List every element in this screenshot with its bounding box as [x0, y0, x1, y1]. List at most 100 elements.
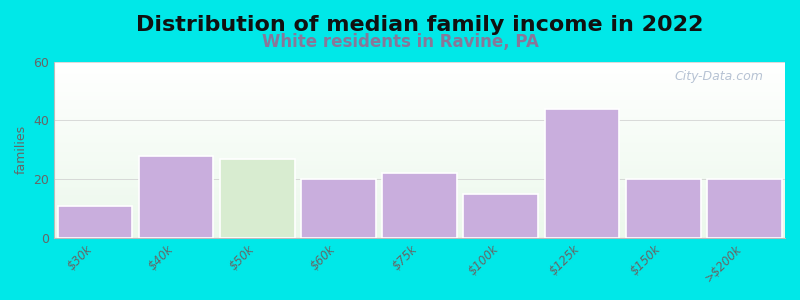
Bar [54, 222, 785, 223]
Bar [54, 203, 785, 204]
Bar [54, 120, 785, 121]
Bar [54, 230, 785, 231]
Bar [54, 201, 785, 202]
Bar [54, 133, 785, 134]
Bar [54, 126, 785, 127]
Bar [54, 65, 785, 66]
Bar [54, 63, 785, 64]
Bar [54, 143, 785, 144]
Bar [54, 82, 785, 83]
Bar [54, 179, 785, 180]
Bar [54, 130, 785, 131]
Bar [54, 220, 785, 221]
Bar [54, 163, 785, 164]
Bar [54, 128, 785, 129]
Bar [54, 208, 785, 209]
Bar [54, 108, 785, 109]
Bar [54, 149, 785, 150]
Bar [54, 119, 785, 120]
Bar [54, 98, 785, 99]
Bar [54, 92, 785, 93]
Bar [54, 122, 785, 123]
Bar [54, 145, 785, 146]
Bar [54, 219, 785, 220]
Bar [54, 109, 785, 110]
Bar [54, 99, 785, 100]
Bar [54, 139, 785, 140]
Bar [54, 204, 785, 205]
Bar [54, 110, 785, 111]
Bar [54, 164, 785, 165]
Bar [54, 224, 785, 225]
Bar [54, 206, 785, 207]
Bar [54, 210, 785, 211]
Bar [54, 105, 785, 106]
Bar [54, 107, 785, 108]
Bar [54, 191, 785, 192]
Bar [54, 231, 785, 232]
Y-axis label: families: families [15, 125, 28, 174]
Bar [54, 190, 785, 191]
Bar [54, 195, 785, 196]
Bar [54, 221, 785, 222]
Bar [54, 103, 785, 104]
Bar [54, 178, 785, 179]
Bar [54, 160, 785, 161]
Bar [54, 166, 785, 167]
Bar [54, 116, 785, 117]
Bar [54, 140, 785, 141]
Bar [54, 180, 785, 181]
Bar [54, 207, 785, 208]
Bar [54, 118, 785, 119]
Bar [54, 87, 785, 88]
Bar [54, 62, 785, 63]
Bar [54, 148, 785, 149]
Bar [54, 102, 785, 103]
Bar [54, 174, 785, 175]
Bar [54, 138, 785, 139]
Bar [54, 183, 785, 184]
Bar [54, 150, 785, 151]
Bar [54, 192, 785, 193]
Bar [54, 90, 785, 91]
Bar [54, 235, 785, 236]
Bar [54, 70, 785, 71]
Bar [54, 155, 785, 156]
Bar [54, 88, 785, 89]
Bar [54, 67, 785, 68]
Bar [54, 74, 785, 75]
Bar [54, 236, 785, 237]
Bar [54, 162, 785, 163]
Bar [54, 85, 785, 86]
Bar [54, 141, 785, 142]
Bar [54, 80, 785, 81]
Bar [54, 136, 785, 137]
Bar [54, 209, 785, 210]
Bar [54, 237, 785, 238]
Bar [54, 64, 785, 65]
Bar [54, 188, 785, 189]
Bar [54, 86, 785, 87]
Title: Distribution of median family income in 2022: Distribution of median family income in … [136, 15, 703, 35]
Bar [54, 227, 785, 228]
Bar [54, 215, 785, 216]
Bar [54, 189, 785, 190]
Bar [54, 228, 785, 229]
Bar [54, 187, 785, 188]
Bar [54, 212, 785, 213]
Bar [54, 117, 785, 118]
Bar [54, 123, 785, 124]
Bar [54, 181, 785, 182]
Bar [54, 217, 785, 218]
Bar [54, 158, 785, 159]
Bar [707, 179, 782, 238]
Bar [54, 84, 785, 85]
Bar [54, 75, 785, 76]
Bar [54, 115, 785, 116]
Text: White residents in Ravine, PA: White residents in Ravine, PA [262, 33, 538, 51]
Bar [54, 100, 785, 101]
Bar [54, 196, 785, 197]
Bar [54, 184, 785, 185]
Bar [54, 111, 785, 112]
Bar [54, 95, 785, 96]
